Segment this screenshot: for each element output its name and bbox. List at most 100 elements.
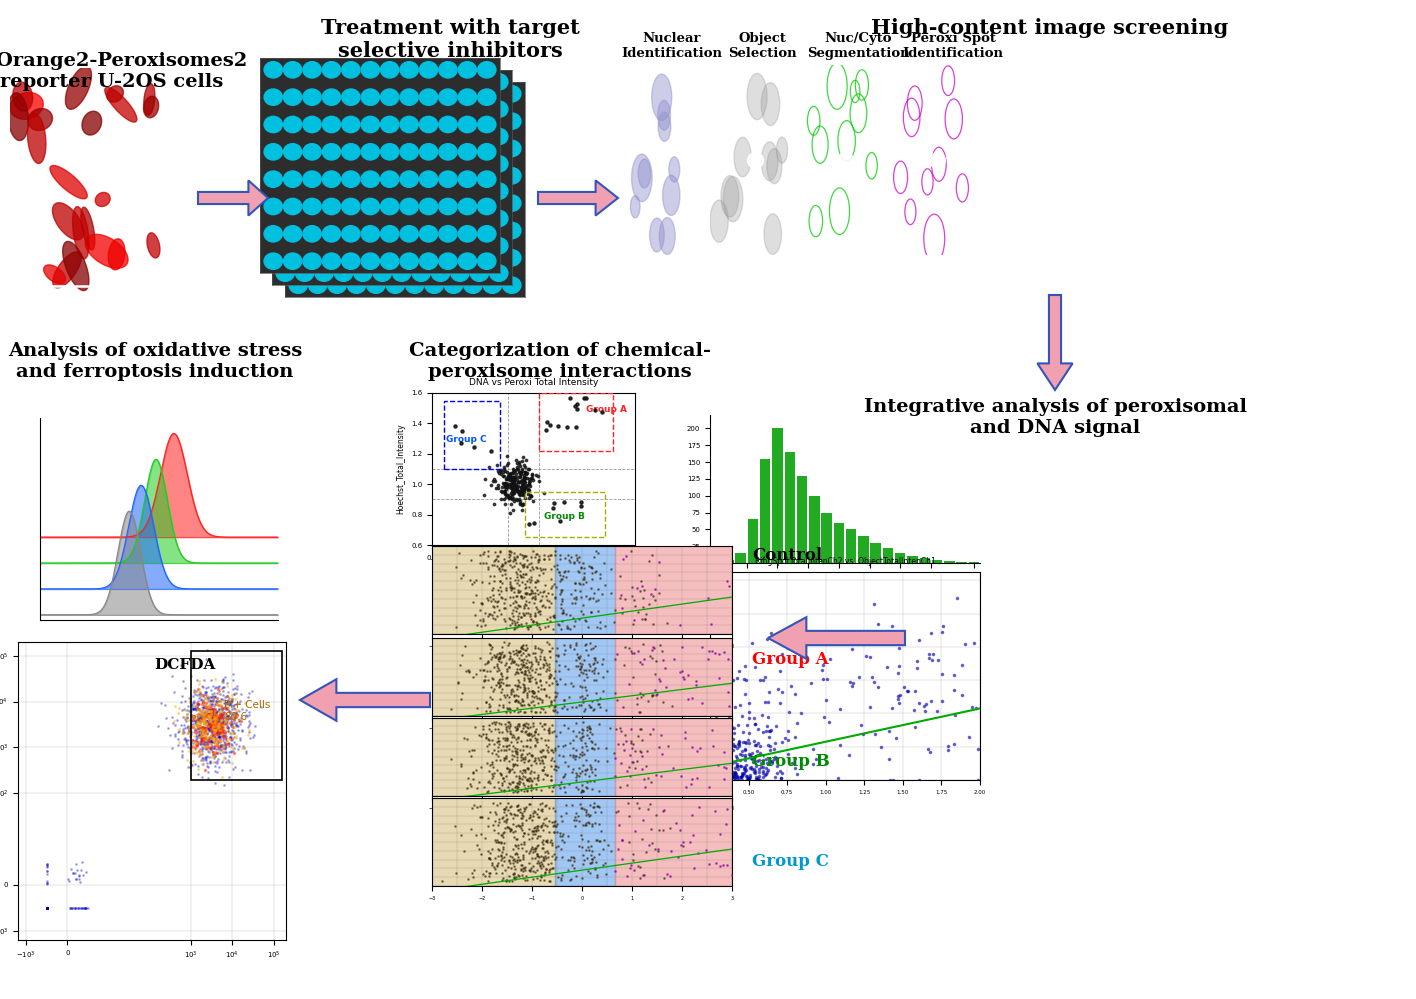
- Point: [503, 806, 525, 822]
- Point: [561, 857, 583, 873]
- Point: [490, 555, 513, 571]
- Point: [525, 818, 548, 834]
- Point: [217, 720, 239, 736]
- Point: [222, 740, 245, 756]
- Point: [493, 824, 515, 840]
- Point: [224, 705, 246, 721]
- Point: [528, 672, 551, 688]
- Point: [531, 598, 554, 614]
- Point: [195, 719, 218, 735]
- Point: [518, 752, 541, 768]
- Point: [176, 710, 198, 726]
- Circle shape: [341, 144, 360, 160]
- Point: [187, 711, 210, 727]
- Point: [510, 723, 532, 739]
- Point: [551, 591, 573, 607]
- Point: [572, 606, 595, 622]
- Point: [193, 687, 215, 703]
- Point: [521, 714, 544, 730]
- Point: [514, 859, 537, 875]
- Point: [575, 390, 598, 406]
- Point: [704, 645, 726, 661]
- Point: [472, 662, 494, 678]
- Point: [191, 688, 214, 704]
- Point: [515, 558, 538, 574]
- Point: [201, 725, 224, 741]
- Point: [942, 666, 964, 682]
- Point: [641, 687, 664, 703]
- Point: [531, 718, 554, 734]
- Point: [35, 900, 58, 916]
- Point: [183, 710, 205, 726]
- Point: [208, 712, 231, 728]
- Point: [555, 605, 578, 621]
- Point: [641, 835, 664, 851]
- Point: [566, 808, 589, 824]
- Circle shape: [724, 177, 743, 222]
- Point: [743, 710, 766, 726]
- Point: [789, 704, 811, 720]
- Point: [178, 694, 201, 710]
- Point: [582, 799, 605, 815]
- Point: [472, 554, 494, 570]
- Circle shape: [405, 250, 423, 266]
- Point: [494, 862, 517, 878]
- Point: [211, 728, 234, 744]
- Point: [725, 768, 748, 784]
- Point: [35, 900, 58, 916]
- Point: [501, 471, 524, 487]
- Point: [198, 713, 221, 729]
- Point: [668, 663, 691, 679]
- Point: [508, 488, 531, 503]
- Point: [198, 719, 221, 735]
- Point: [556, 720, 579, 736]
- Point: [500, 680, 523, 696]
- Point: [183, 683, 205, 699]
- Point: [636, 800, 658, 816]
- Point: [504, 719, 527, 735]
- Point: [463, 797, 486, 813]
- Point: [605, 804, 627, 820]
- Point: [530, 693, 552, 709]
- Point: [622, 615, 644, 631]
- Point: [534, 833, 556, 849]
- Point: [476, 590, 498, 606]
- Point: [549, 547, 572, 563]
- Point: [494, 561, 517, 577]
- Point: [538, 609, 561, 625]
- Point: [500, 481, 523, 497]
- Point: [524, 663, 547, 679]
- Point: [743, 733, 766, 749]
- Point: [752, 762, 775, 778]
- Point: [194, 748, 217, 764]
- Point: [573, 671, 596, 687]
- Point: [719, 763, 742, 779]
- Point: [548, 825, 571, 841]
- Point: [476, 783, 498, 799]
- Point: [496, 760, 518, 776]
- Point: [733, 762, 756, 778]
- Point: [494, 486, 517, 501]
- Point: [753, 693, 776, 709]
- Point: [528, 548, 551, 564]
- Point: [510, 643, 532, 659]
- Point: [506, 807, 528, 823]
- Point: [588, 816, 610, 832]
- Point: [637, 837, 660, 853]
- Point: [191, 710, 214, 726]
- Point: [507, 616, 530, 632]
- Point: [530, 802, 552, 818]
- Point: [177, 689, 200, 705]
- Point: [503, 483, 525, 499]
- Point: [537, 731, 559, 747]
- Point: [483, 714, 506, 730]
- Point: [201, 708, 224, 724]
- Point: [201, 734, 224, 750]
- Point: [202, 703, 225, 719]
- Point: [204, 716, 227, 732]
- Circle shape: [314, 238, 333, 254]
- Point: [707, 716, 729, 732]
- Point: [208, 710, 231, 726]
- Point: [503, 858, 525, 874]
- Point: [205, 741, 228, 757]
